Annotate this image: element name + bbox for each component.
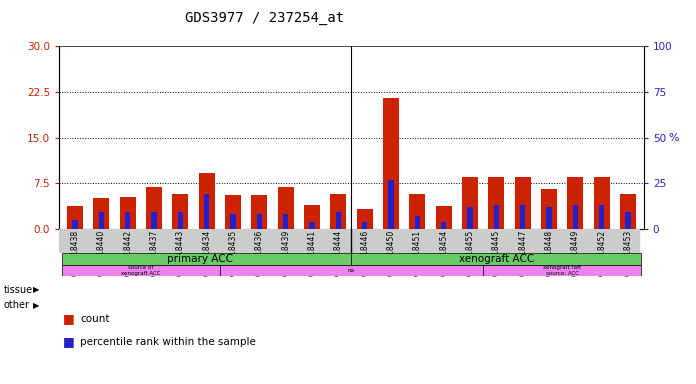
Bar [436,206,452,229]
Bar [72,220,78,229]
Text: GSM718452: GSM718452 [597,230,606,276]
Text: GSM718440: GSM718440 [97,230,106,276]
Text: GSM718443: GSM718443 [176,230,185,276]
Text: GSM718434: GSM718434 [202,230,211,276]
Bar [625,212,631,229]
Bar [546,207,552,229]
Text: ■: ■ [63,312,74,325]
Bar [220,265,483,276]
Bar [541,189,557,229]
Bar [362,222,367,229]
Text: other: other [3,300,29,310]
Bar [173,194,188,229]
Text: GSM718446: GSM718446 [360,230,369,276]
Text: GSM718442: GSM718442 [123,230,132,276]
Bar [383,98,399,229]
Bar [409,194,425,229]
Text: GSM718438: GSM718438 [70,230,79,276]
Bar [146,187,162,229]
Text: GSM718454: GSM718454 [439,230,448,276]
Text: GSM718447: GSM718447 [518,230,527,276]
Bar [309,222,315,229]
Bar [331,194,346,229]
Text: GSM718444: GSM718444 [334,230,343,276]
Text: percentile rank within the sample: percentile rank within the sample [80,337,256,347]
Text: xenograft raft
source: ACC: xenograft raft source: ACC [543,265,581,276]
Text: xenograft ACC: xenograft ACC [459,254,534,264]
Text: GSM718449: GSM718449 [571,230,580,276]
Bar [151,212,157,229]
Bar [567,177,583,229]
Bar [278,187,294,229]
Text: GDS3977 / 237254_at: GDS3977 / 237254_at [185,11,344,25]
Bar [493,205,499,229]
Text: GSM718437: GSM718437 [150,230,159,276]
Bar [489,177,504,229]
Bar [93,199,109,229]
Bar [483,265,641,276]
Bar [357,209,372,229]
Bar [177,212,183,229]
Bar [120,197,136,229]
Text: GSM718436: GSM718436 [255,230,264,276]
Bar [351,253,641,265]
Bar [573,205,578,229]
Text: ■: ■ [63,335,74,348]
Text: tissue: tissue [3,285,33,295]
Bar [62,265,220,276]
Bar [251,195,267,229]
Text: count: count [80,314,109,324]
Bar [594,177,610,229]
Text: GSM718455: GSM718455 [466,230,475,276]
Bar [441,222,446,229]
Text: GSM718445: GSM718445 [492,230,501,276]
Text: GSM718439: GSM718439 [281,230,290,276]
Text: GSM718435: GSM718435 [228,230,237,276]
Bar [415,216,420,229]
Text: source of
xenograft ACC: source of xenograft ACC [121,265,161,276]
Text: GSM718441: GSM718441 [308,230,317,276]
Text: na: na [348,268,355,273]
Bar [125,212,130,229]
Bar [515,177,530,229]
Bar [462,177,478,229]
Bar [335,212,341,229]
Bar [304,205,320,229]
Bar [67,206,83,229]
Text: GSM718453: GSM718453 [624,230,633,276]
Bar [467,207,473,229]
Text: ▶: ▶ [33,285,40,295]
Text: GSM718451: GSM718451 [413,230,422,276]
Bar [230,214,236,229]
Text: ▶: ▶ [33,301,40,310]
Bar [62,253,351,265]
Bar [204,194,209,229]
Bar [520,205,525,229]
Bar [99,212,104,229]
Text: GSM718450: GSM718450 [386,230,395,276]
Bar [599,205,604,229]
Bar [388,180,394,229]
Text: GSM718448: GSM718448 [544,230,553,276]
Bar [620,194,636,229]
Text: primary ACC: primary ACC [167,254,233,264]
Y-axis label: %: % [669,132,679,142]
Bar [257,214,262,229]
Bar [225,195,241,229]
Bar [283,214,288,229]
Bar [199,173,214,229]
